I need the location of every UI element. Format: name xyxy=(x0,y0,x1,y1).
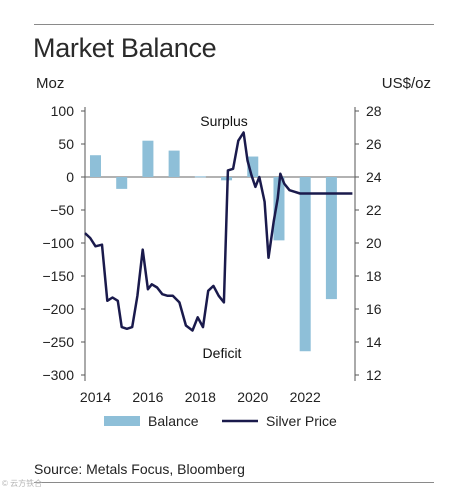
bottom-rule xyxy=(34,482,434,483)
right-tick-label: 28 xyxy=(366,103,382,119)
right-tick-label: 16 xyxy=(366,301,382,317)
balance-bar xyxy=(273,177,285,241)
balance-bar xyxy=(325,177,337,300)
x-tick-label: 2018 xyxy=(185,389,216,405)
balance-bar xyxy=(142,140,154,177)
left-tick-label: 50 xyxy=(58,136,74,152)
balance-bar xyxy=(247,156,259,177)
left-tick-label: −200 xyxy=(42,301,74,317)
silver-price-line xyxy=(84,131,353,332)
left-tick-label: −300 xyxy=(42,367,74,383)
balance-bar xyxy=(194,176,206,178)
right-tick-label: 22 xyxy=(366,202,382,218)
left-tick-label: −50 xyxy=(50,202,74,218)
chart-title: Market Balance xyxy=(33,33,217,63)
balance-bar xyxy=(299,177,311,352)
balance-bar xyxy=(116,177,128,189)
deficit-annotation: Deficit xyxy=(203,345,242,361)
left-tick-label: −250 xyxy=(42,334,74,350)
legend-balance-swatch xyxy=(104,416,140,426)
right-tick-label: 14 xyxy=(366,334,382,350)
left-tick-label: 0 xyxy=(66,169,74,185)
watermark: © 云方铁合 xyxy=(2,479,43,488)
x-tick-label: 2020 xyxy=(237,389,268,405)
right-tick-label: 24 xyxy=(366,169,382,185)
left-tick-label: −150 xyxy=(42,268,74,284)
right-tick-label: 20 xyxy=(366,235,382,251)
left-axis-unit: Moz xyxy=(36,75,65,92)
right-tick-label: 18 xyxy=(366,268,382,284)
right-tick-label: 26 xyxy=(366,136,382,152)
balance-bar xyxy=(168,150,180,177)
right-tick-label: 12 xyxy=(366,367,382,383)
right-axis-unit: US$/oz xyxy=(381,75,431,92)
surplus-annotation: Surplus xyxy=(200,113,247,129)
top-rule xyxy=(34,24,434,25)
balance-bar xyxy=(89,155,101,177)
left-tick-label: 100 xyxy=(51,103,75,119)
x-tick-label: 2016 xyxy=(132,389,163,405)
left-tick-label: −100 xyxy=(42,235,74,251)
x-tick-label: 2014 xyxy=(80,389,111,405)
legend-balance-label: Balance xyxy=(148,413,199,429)
x-tick-label: 2022 xyxy=(290,389,321,405)
legend-silver-label: Silver Price xyxy=(266,413,337,429)
source-note: Source: Metals Focus, Bloomberg xyxy=(34,461,245,477)
